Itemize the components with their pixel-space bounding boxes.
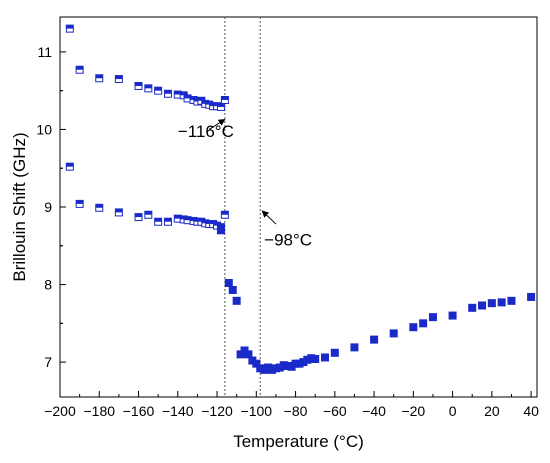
annotation-label: −98°C [264,231,312,250]
x-tick-label: −80 [284,403,308,419]
annotation-arrow [208,118,226,130]
data-point-half-filled [114,208,123,217]
x-axis-ticks: −200 −180 −160 −140 −120 −100 −80 −60 −40 −20 0 20 4… [44,391,539,419]
x-tick-label: −100 [241,403,273,419]
y-axis-title: Brillouin Shift (GHz) [10,132,29,281]
data-point-half-filled [134,82,143,91]
annotation-label: −116°C [178,122,234,141]
plot-frame [59,16,538,398]
data-point-half-filled [163,89,172,98]
x-tick-label: −180 [83,403,115,419]
data-point-filled [527,292,536,301]
data-point-filled [497,298,506,307]
data-point-half-filled [154,86,163,95]
x-tick-label: 20 [484,403,500,419]
data-point-half-filled [134,213,143,222]
data-point-half-filled [75,199,84,208]
data-point-filled [389,329,398,338]
x-tick-label: −200 [44,403,76,419]
x-tick-label: −20 [401,403,425,419]
x-tick-label: −160 [123,403,155,419]
data-point-half-filled [95,203,104,212]
data-point-half-filled [220,95,229,104]
x-tick-label: −120 [201,403,233,419]
data-point-filled [232,296,241,305]
data-point-half-filled [216,102,225,111]
data-point-half-filled [220,210,229,219]
data-point-filled [330,348,339,357]
x-tick-label: −140 [162,403,194,419]
data-point-filled [478,301,487,310]
y-tick-label: 11 [37,44,52,60]
data-point-half-filled [114,75,123,84]
data-point-half-filled [95,74,104,83]
data-point-half-filled [144,84,153,93]
data-points [65,24,536,374]
x-tick-label: −40 [362,403,386,419]
x-tick-label: 0 [449,403,457,419]
data-point-half-filled [65,24,74,33]
reference-lines [224,17,261,397]
annotation-arrow [261,210,277,225]
y-tick-label: 8 [44,277,52,293]
data-point-filled [216,226,225,235]
annotations: −116°C −98°C [178,118,312,250]
y-tick-label: 10 [36,121,52,137]
y-tick-label: 7 [44,354,52,370]
data-point-filled [448,311,457,320]
data-point-filled [350,343,359,352]
data-point-filled [370,335,379,344]
y-axis-ticks: 7 8 9 10 11 [36,44,66,370]
data-point-filled [419,319,428,328]
data-point-filled [409,323,418,332]
data-point-filled [487,299,496,308]
data-point-half-filled [163,217,172,226]
x-axis-title: Temperature (°C) [233,432,364,451]
data-point-filled [507,296,516,305]
data-point-filled [228,285,237,294]
data-point-filled [311,355,320,363]
data-point-filled [468,303,477,312]
data-point-filled [321,353,329,362]
data-point-half-filled [154,217,163,226]
x-tick-label: −60 [323,403,347,419]
data-point-filled [428,313,437,322]
data-point-half-filled [144,210,153,219]
x-tick-label: 40 [523,403,539,419]
data-point-filled [224,279,233,287]
y-tick-label: 9 [44,199,52,215]
data-point-half-filled [75,65,84,74]
data-point-half-filled [65,162,74,171]
